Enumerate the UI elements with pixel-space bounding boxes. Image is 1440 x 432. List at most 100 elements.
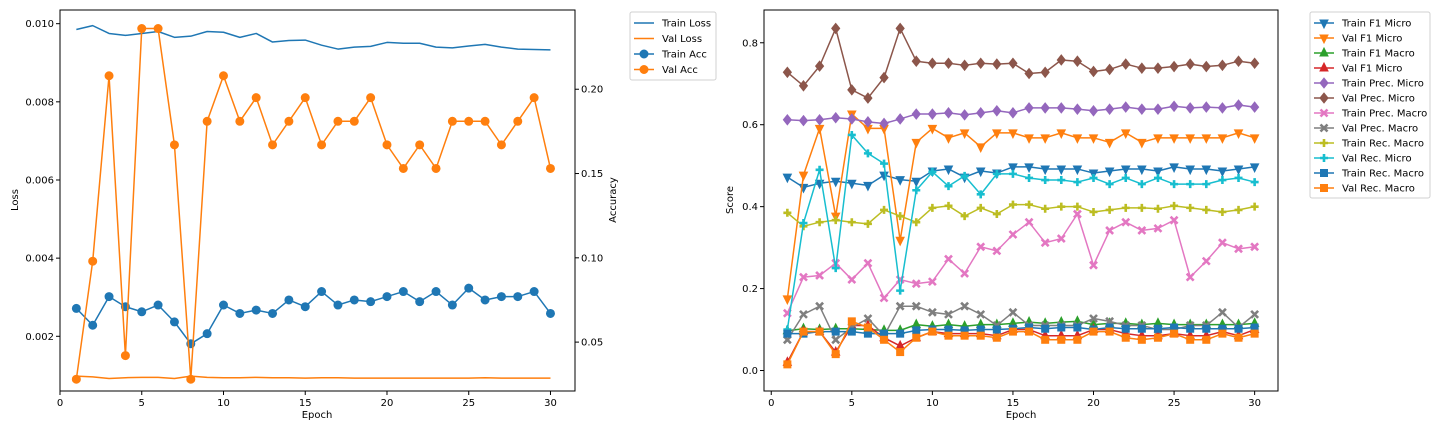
data-point [863,323,872,332]
data-point [1120,165,1131,176]
data-point [1105,205,1114,214]
data-point [366,93,376,103]
data-point [960,171,969,180]
data-point [976,203,985,212]
data-point [1072,165,1083,176]
data-point [1153,134,1163,144]
data-point [1008,169,1017,178]
data-point [895,236,905,247]
data-point [1088,65,1099,78]
legend-entry-train-prec-macro-6: Train Prec. Macro [1314,109,1427,120]
data-point [880,205,889,214]
data-point [153,300,163,310]
data-point [1217,238,1227,248]
data-point [496,140,506,150]
data-point [1185,165,1195,176]
data-point [1153,324,1162,333]
data-point [1057,323,1066,332]
data-point [927,57,938,70]
data-point [1025,200,1034,209]
data-point [1057,176,1066,185]
y-tick-label: 0.6 [742,120,758,131]
data-point [1186,203,1195,212]
data-point [1105,225,1115,235]
data-point [317,287,327,297]
data-point [1169,100,1179,113]
data-point [911,177,922,188]
loss-accuracy-chart: 0 5 10 15 20 25 30 0.002 0.004 0.006 0.008 0.010 0… [10,9,717,421]
data-point [1025,327,1034,336]
x-tick-label: 10 [926,398,939,409]
series-train-prec-micro-4 [782,99,1260,130]
data-point [880,159,889,168]
series-train-rec-macro-8 [783,200,1259,231]
data-point [1249,57,1260,70]
data-point [880,335,889,344]
data-point [447,300,457,310]
data-point [1137,138,1147,149]
data-point [976,190,985,199]
data-point [831,350,840,359]
loss-accuracy-legend-entries: Train Loss Val Loss Train Acc Val Acc [634,19,711,76]
data-point [235,116,245,126]
data-point [1041,176,1050,185]
data-point [1072,134,1083,144]
legend-label: Train F1 Micro [1341,19,1411,30]
data-point [1089,327,1098,336]
legend-swatch-marker [1319,46,1329,57]
data-point [831,335,841,345]
data-point [1056,54,1066,66]
data-point [1234,205,1243,214]
data-point [366,297,376,307]
loss-axis-label: Loss [10,189,21,211]
loss-accuracy-y-ticks: 0.002 0.004 0.006 0.008 0.010 [25,19,60,343]
legend-entry-train-f1-macro-2: Train F1 Macro [1314,46,1415,60]
data-point [815,218,824,227]
legend-swatch-marker [1320,184,1328,192]
data-point [1040,238,1050,248]
data-point [1008,57,1018,70]
data-point [1185,272,1195,282]
data-point [186,374,196,384]
data-point [1250,309,1260,319]
x-tick-label: 10 [217,398,230,409]
x-tick-label: 25 [1168,398,1181,409]
data-point [976,107,986,119]
y2-tick-label: 0.15 [581,169,603,180]
data-point [1217,134,1228,144]
data-point [1073,202,1082,211]
data-point [1121,217,1131,227]
y-tick-label: 0.4 [742,202,758,213]
legend-swatch-marker [1319,108,1329,118]
data-point [943,134,954,144]
legend-label: Train Rec. Macro [1341,139,1424,150]
data-point [831,264,840,273]
data-point [398,287,408,297]
data-point [1217,102,1228,114]
score-series-layer [782,22,1260,369]
series-line-val-loss [76,375,551,380]
series-val-prec-micro-5 [782,22,1260,104]
x-tick-label: 20 [1087,398,1100,409]
data-point [1137,203,1146,212]
x-tick-label: 30 [544,398,557,409]
data-point [1024,102,1034,114]
data-point [1250,329,1259,338]
data-point [1169,134,1179,144]
data-point [1120,129,1131,140]
data-point [815,327,824,336]
data-point [300,93,310,103]
data-point [798,79,809,92]
data-point [333,116,343,126]
data-point [783,208,792,217]
data-point [1249,134,1260,144]
data-point [1008,129,1018,140]
score-legend-box [1309,11,1431,199]
data-point [928,203,937,212]
data-point [137,24,147,34]
data-point [71,374,81,384]
legend-label: Val Rec. Macro [1342,184,1415,195]
legend-swatch-marker [1319,123,1329,133]
series-val-rec-micro-9 [783,130,1259,334]
data-point [896,212,905,221]
